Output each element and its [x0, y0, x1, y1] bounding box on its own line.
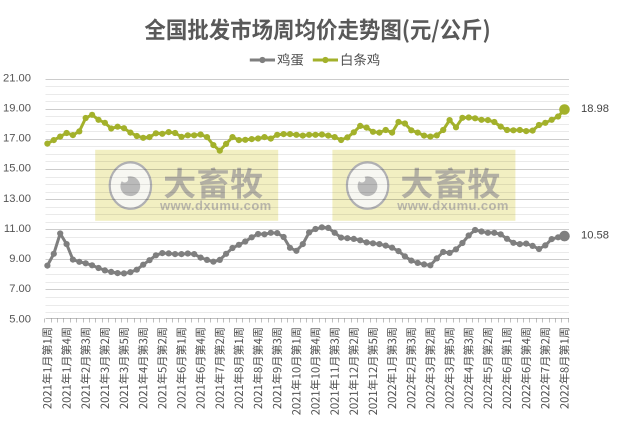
svg-text:5.00: 5.00: [9, 313, 31, 325]
svg-text:www.dxumu.com: www.dxumu.com: [159, 198, 272, 213]
svg-text:18.98: 18.98: [581, 103, 609, 115]
svg-text:15.00: 15.00: [3, 163, 31, 175]
svg-text:10.58: 10.58: [581, 230, 609, 242]
svg-text:19.00: 19.00: [3, 102, 31, 114]
svg-text:11.00: 11.00: [4, 223, 31, 235]
svg-text:13.00: 13.00: [3, 193, 31, 205]
svg-text:7.00: 7.00: [9, 283, 31, 295]
svg-text:www.dxumu.com: www.dxumu.com: [396, 198, 509, 213]
svg-text:21.00: 21.00: [3, 72, 31, 84]
svg-text:9.00: 9.00: [9, 253, 31, 265]
svg-text:17.00: 17.00: [3, 133, 31, 145]
